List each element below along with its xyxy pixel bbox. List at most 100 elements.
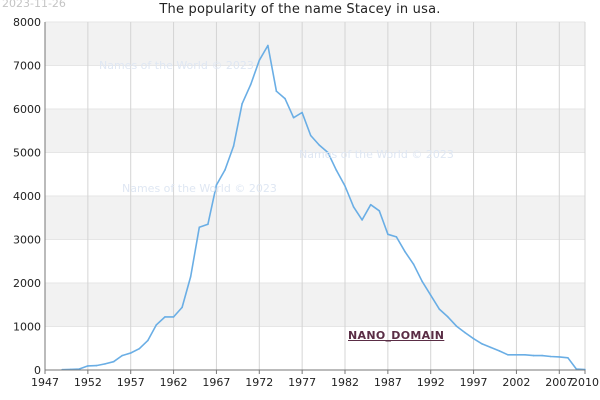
data-point [412, 263, 415, 266]
data-point [481, 343, 483, 345]
data-point [472, 337, 475, 340]
data-point [241, 103, 243, 105]
data-point [121, 354, 123, 357]
data-point [395, 236, 398, 238]
data-point [267, 44, 269, 47]
x-tick-label: 1962 [160, 376, 188, 389]
data-point [172, 316, 175, 318]
data-point [515, 354, 518, 356]
data-point [438, 308, 441, 310]
x-tick-label: 1997 [460, 376, 488, 389]
y-tick-label: 2000 [13, 277, 41, 290]
data-point [447, 316, 449, 318]
x-tick-label: 1947 [31, 376, 59, 389]
watermark-text: Names of the World © 2023 [122, 182, 277, 195]
y-tick-label: 1000 [13, 321, 41, 334]
data-point [567, 357, 569, 359]
data-point [309, 134, 312, 137]
vertical-grid [44, 22, 586, 370]
chart-bands [45, 21, 585, 371]
series-line [62, 44, 586, 371]
data-point [429, 294, 432, 297]
data-point [369, 203, 372, 206]
grid-band [45, 283, 585, 327]
grid-band [45, 109, 585, 153]
y-tick-label: 5000 [13, 147, 41, 160]
data-point [352, 206, 355, 208]
watermark-text: Names of the World © 2023 [99, 59, 254, 72]
data-point [155, 324, 158, 326]
x-tick-labels: 1947 1952 1957 1962 1967 1972 1977 1982 1987 1992… [31, 376, 599, 389]
data-point [344, 185, 346, 187]
data-point [215, 184, 218, 186]
data-point [164, 316, 166, 318]
data-point [207, 223, 209, 226]
data-point [249, 83, 252, 86]
data-point [318, 144, 321, 146]
data-point [361, 219, 363, 221]
data-point [284, 97, 286, 100]
y-tick-labels: 0 1000 2000 3000 4000 5000 6000 7000 8000 [13, 16, 41, 377]
data-point [147, 339, 149, 342]
x-tick-label: 2007 [545, 376, 573, 389]
data-point [232, 145, 235, 147]
data-point [224, 169, 226, 171]
x-tick-label: 1972 [245, 376, 273, 389]
date-stamp: 2023-11-26 [2, 0, 66, 10]
data-point [532, 354, 535, 357]
data-point [189, 275, 192, 278]
series-layer [61, 44, 586, 371]
data-point [498, 350, 501, 352]
data-point [95, 364, 98, 367]
x-tick-label: 1952 [74, 376, 102, 389]
data-point [301, 111, 303, 114]
y-tick-label: 7000 [13, 60, 41, 73]
x-tick-label: 1987 [374, 376, 402, 389]
data-point [335, 169, 338, 172]
x-tick-label: 2002 [502, 376, 530, 389]
x-tick-label: 1982 [331, 376, 359, 389]
data-point [275, 90, 278, 92]
x-tick-label: 1992 [417, 376, 445, 389]
data-point [464, 331, 466, 334]
data-point [258, 59, 261, 62]
data-point [138, 347, 141, 350]
grid-band [45, 196, 585, 240]
nano-domain-label: NANO_DOMAIN [348, 329, 445, 342]
data-point [112, 360, 115, 363]
data-point [198, 226, 201, 229]
data-point [78, 368, 81, 370]
watermark-text: Names of the World © 2023 [299, 148, 454, 161]
data-point [541, 354, 543, 357]
data-point [181, 306, 183, 309]
data-point [507, 354, 509, 356]
data-point [292, 116, 295, 119]
data-point [378, 210, 381, 212]
data-point [489, 346, 492, 349]
x-tick-label: 1967 [202, 376, 230, 389]
data-point [558, 356, 561, 358]
y-tick-label: 0 [34, 364, 41, 377]
data-point [455, 325, 458, 327]
data-point [549, 355, 552, 358]
y-tick-label: 6000 [13, 103, 41, 116]
y-tick-label: 4000 [13, 190, 41, 203]
data-point [327, 151, 329, 154]
y-tick-label: 3000 [13, 234, 41, 247]
data-point [524, 354, 526, 356]
x-tick-label: 2010 [571, 376, 599, 389]
y-tick-label: 8000 [13, 16, 41, 29]
x-tick-label: 1977 [288, 376, 316, 389]
chart-title: The popularity of the name Stacey in usa… [159, 2, 441, 17]
grid-band [45, 22, 585, 66]
data-point [87, 365, 89, 367]
data-point [129, 352, 132, 354]
data-point [421, 280, 423, 283]
chart-axes [44, 22, 586, 374]
data-point [404, 250, 406, 253]
data-point [104, 363, 106, 365]
x-tick-label: 1957 [117, 376, 145, 389]
data-point [387, 233, 389, 236]
